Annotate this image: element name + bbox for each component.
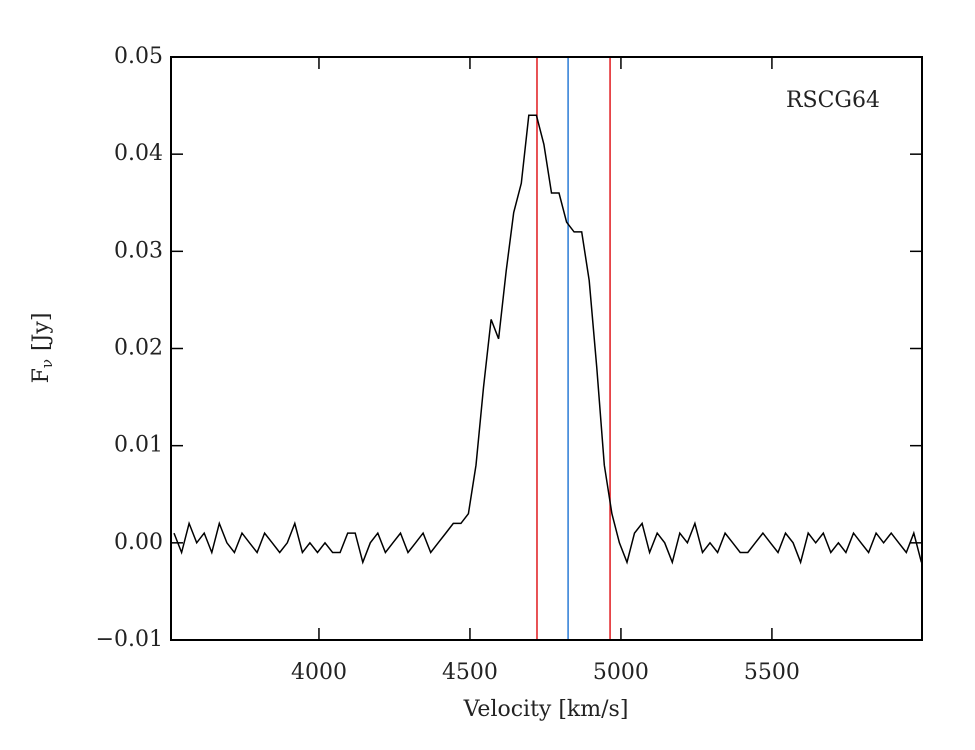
- y-label-unit: [Jy]: [29, 313, 54, 351]
- data-line: [173, 114, 923, 565]
- y-tick-label: 0.05: [114, 44, 163, 69]
- y-tick-label: 0.04: [114, 141, 163, 166]
- x-tick-label: 5000: [593, 660, 649, 685]
- x-tick-label: 4000: [291, 660, 347, 685]
- y-tick-label: 0.01: [114, 433, 163, 458]
- y-axis-label: Fν [Jy]: [29, 313, 56, 384]
- y-tick-label: 0.02: [114, 336, 163, 361]
- x-tick-label: 4500: [442, 660, 498, 685]
- x-axis-label: Velocity [km/s]: [463, 697, 629, 722]
- y-tick-label: 0.00: [114, 530, 163, 555]
- y-label-text: Fν [Jy]: [29, 313, 56, 384]
- y-label-main: F: [29, 368, 54, 383]
- annotation: RSCG64: [786, 88, 880, 113]
- y-tick-label: −0.01: [96, 627, 163, 652]
- y-tick-label: 0.03: [114, 238, 163, 263]
- y-label-sub: ν: [38, 359, 56, 368]
- plot-frame: [170, 56, 923, 641]
- x-tick-label: 5500: [744, 660, 800, 685]
